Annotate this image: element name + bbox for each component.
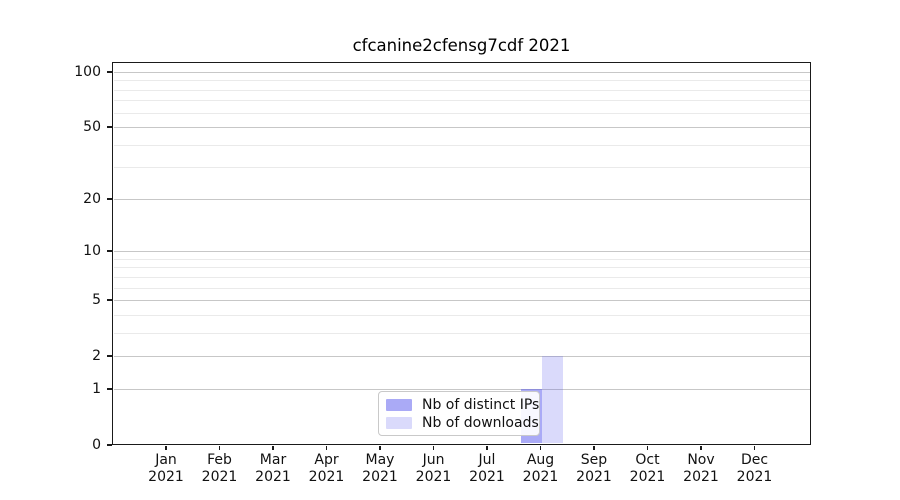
x-tick-month: Mar <box>259 452 287 468</box>
y-tick-mark <box>106 71 112 73</box>
y-tick-label: 0 <box>92 437 101 453</box>
x-tick-mark <box>539 445 542 450</box>
y-tick-mark <box>106 355 112 357</box>
y-tick-label: 50 <box>83 119 101 135</box>
x-tick-label: Nov 2021 <box>669 452 733 486</box>
x-tick-label: Mar 2021 <box>241 452 305 486</box>
x-tick-mark <box>432 445 435 450</box>
legend-swatch <box>386 416 412 429</box>
legend: Nb of distinct IPs Nb of downloads <box>378 391 540 436</box>
x-tick-year: 2021 <box>522 469 559 485</box>
x-tick-mark <box>218 445 221 450</box>
x-tick-label: Jul 2021 <box>455 452 519 486</box>
x-tick-year: 2021 <box>576 469 612 485</box>
x-tick-label: Dec 2021 <box>723 452 787 486</box>
x-tick-mark <box>700 445 702 450</box>
x-tick-month: Dec <box>740 452 769 468</box>
y-tick-label: 20 <box>83 190 101 207</box>
legend-entry: Nb of distinct IPs <box>386 397 539 413</box>
y-tick-mark <box>106 299 112 301</box>
x-tick-label: May 2021 <box>348 452 412 486</box>
x-tick-year: 2021 <box>415 469 452 485</box>
x-tick-month: Nov <box>687 452 715 468</box>
x-tick-year: 2021 <box>308 469 345 485</box>
legend-entry: Nb of downloads <box>386 415 539 431</box>
x-tick-month: Feb <box>207 452 232 468</box>
x-tick-label: Oct 2021 <box>616 452 680 486</box>
x-tick-year: 2021 <box>148 469 184 485</box>
legend-label: Nb of downloads <box>422 414 539 431</box>
x-tick-mark <box>379 445 381 450</box>
x-tick-month: Oct <box>635 452 660 468</box>
x-tick-mark <box>646 445 649 450</box>
y-tick-mark <box>106 444 112 446</box>
y-tick-label: 5 <box>92 292 101 309</box>
x-tick-mark <box>486 445 488 450</box>
x-tick-year: 2021 <box>683 469 719 485</box>
x-tick-month: Jul <box>478 452 496 468</box>
x-tick-label: Jun 2021 <box>402 452 466 486</box>
x-tick-month: Sep <box>580 452 608 468</box>
chart-title: cfcanine2cfensg7cdf 2021 <box>352 36 571 55</box>
x-tick-label: Feb 2021 <box>188 452 252 486</box>
x-tick-label: Jan 2021 <box>134 452 198 486</box>
x-tick-label: Sep 2021 <box>562 452 626 486</box>
x-tick-year: 2021 <box>201 469 238 485</box>
x-tick-label: Aug 2021 <box>509 452 573 486</box>
y-tick-mark <box>106 198 112 200</box>
y-tick-label: 1 <box>92 380 101 397</box>
y-tick-label: 100 <box>74 63 101 80</box>
x-tick-year: 2021 <box>736 469 773 485</box>
x-tick-year: 2021 <box>469 469 505 485</box>
legend-swatch <box>386 398 412 411</box>
x-tick-month: Apr <box>314 452 339 468</box>
y-tick-mark <box>106 126 112 128</box>
y-tick-label: 10 <box>83 243 101 260</box>
x-tick-month: Jan <box>155 452 177 468</box>
y-tick-mark <box>106 250 112 252</box>
x-tick-mark <box>272 445 274 450</box>
plot-frame <box>112 62 811 445</box>
x-tick-year: 2021 <box>629 469 666 485</box>
x-tick-mark <box>593 445 595 450</box>
x-tick-month: May <box>365 452 395 468</box>
x-tick-month: Aug <box>526 452 555 468</box>
x-tick-year: 2021 <box>362 469 398 485</box>
x-tick-mark <box>325 445 328 450</box>
y-tick-mark <box>106 388 112 390</box>
y-tick-label: 2 <box>92 348 101 365</box>
x-tick-label: Apr 2021 <box>295 452 359 486</box>
x-tick-mark <box>165 445 167 450</box>
x-tick-year: 2021 <box>255 469 291 485</box>
legend-label: Nb of distinct IPs <box>422 396 540 413</box>
x-tick-mark <box>753 445 756 450</box>
x-tick-month: Jun <box>422 452 445 468</box>
